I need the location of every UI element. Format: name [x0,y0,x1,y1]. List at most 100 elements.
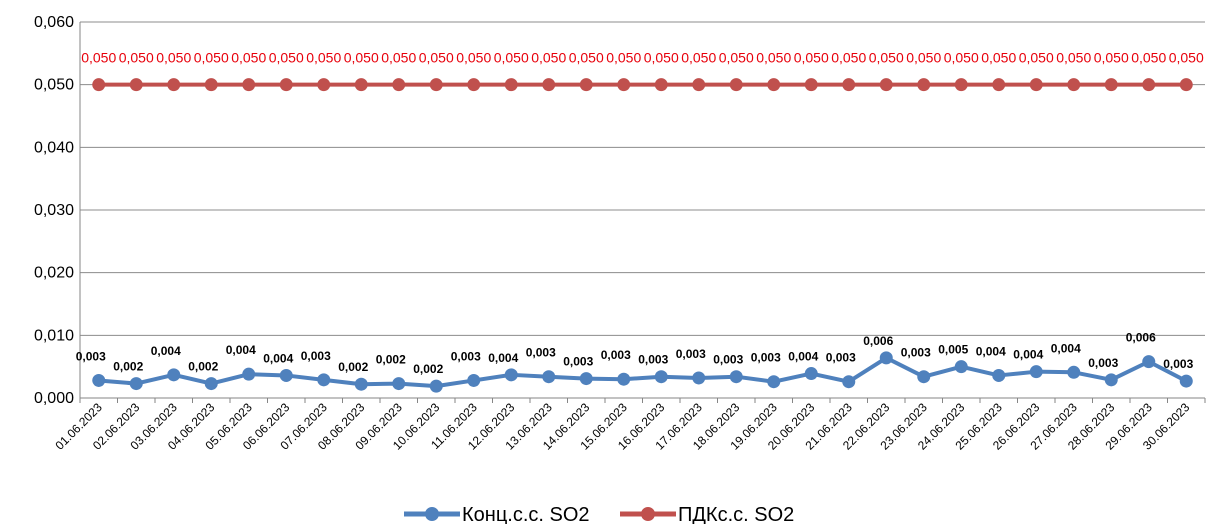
data-point-series-1 [692,371,706,385]
data-label-series-1: 0,004 [263,351,293,365]
data-label-series-2: 0,050 [381,50,416,66]
data-point-series-2 [804,78,818,92]
data-point-series-1 [617,372,631,386]
data-label-series-1: 0,003 [563,355,593,369]
data-point-series-1 [1029,365,1043,379]
data-point-series-2 [917,78,931,92]
data-point-series-1 [1067,365,1081,379]
data-point-series-2 [429,78,443,92]
data-label-series-1: 0,002 [188,360,218,374]
data-point-series-1 [842,375,856,389]
data-point-series-2 [279,78,293,92]
data-label-series-2: 0,050 [231,50,266,66]
data-point-series-2 [392,78,406,92]
data-label-series-1: 0,003 [751,351,781,365]
data-point-series-2 [242,78,256,92]
data-point-series-2 [1067,78,1081,92]
data-label-series-1: 0,002 [338,360,368,374]
y-tick-label: 0,040 [34,139,74,156]
data-point-series-2 [129,78,143,92]
data-label-series-1: 0,003 [713,353,743,367]
data-point-series-2 [579,78,593,92]
data-label-series-1: 0,003 [1088,356,1118,370]
data-label-series-1: 0,003 [638,353,668,367]
data-point-series-2 [542,78,556,92]
data-point-series-1 [129,377,143,391]
data-point-series-2 [842,78,856,92]
chart-legend: Конц.с.с. SO2 ПДКс.с. SO2 [404,504,794,524]
data-point-series-2 [1029,78,1043,92]
data-point-series-1 [654,370,668,384]
data-point-series-1 [354,377,368,391]
data-label-series-2: 0,050 [456,50,491,66]
data-point-series-1 [954,360,968,374]
data-point-series-1 [804,367,818,381]
data-label-series-1: 0,005 [938,343,968,357]
data-label-series-2: 0,050 [306,50,341,66]
data-label-series-2: 0,050 [569,50,604,66]
data-label-series-2: 0,050 [644,50,679,66]
data-point-series-1 [204,377,218,391]
data-point-series-1 [729,370,743,384]
data-point-series-1 [317,373,331,387]
data-point-series-2 [167,78,181,92]
data-point-series-2 [992,78,1006,92]
data-label-series-2: 0,050 [81,50,116,66]
data-label-series-1: 0,003 [676,347,706,361]
chart-series [92,78,1193,393]
data-label-series-2: 0,050 [794,50,829,66]
data-point-series-1 [579,372,593,386]
y-tick-label: 0,020 [34,265,74,282]
data-point-series-2 [729,78,743,92]
data-label-series-1: 0,002 [413,362,443,376]
data-point-series-2 [692,78,706,92]
data-label-series-2: 0,050 [1131,50,1166,66]
data-label-series-1: 0,004 [1051,341,1081,355]
data-label-series-2: 0,050 [419,50,454,66]
data-point-series-1 [467,373,481,387]
data-label-series-2: 0,050 [756,50,791,66]
data-label-series-1: 0,002 [113,360,143,374]
data-point-series-2 [617,78,631,92]
data-label-series-2: 0,050 [344,50,379,66]
legend-marker-series-1 [425,507,439,521]
data-point-series-2 [1142,78,1156,92]
data-point-series-2 [467,78,481,92]
data-point-series-2 [1104,78,1118,92]
data-label-series-2: 0,050 [831,50,866,66]
data-point-series-1 [242,367,256,381]
data-point-series-2 [1179,78,1193,92]
data-point-series-2 [954,78,968,92]
data-label-series-2: 0,050 [981,50,1016,66]
data-point-series-1 [917,370,931,384]
data-point-series-1 [992,368,1006,382]
data-label-series-1: 0,003 [526,346,556,360]
data-label-series-1: 0,003 [826,351,856,365]
data-label-series-2: 0,050 [1094,50,1129,66]
data-label-series-1: 0,004 [976,344,1006,358]
data-point-series-2 [879,78,893,92]
data-label-series-2: 0,050 [681,50,716,66]
data-label-series-2: 0,050 [869,50,904,66]
y-axis: 0,000 0,010 0,020 0,030 0,040 0,050 0,060 [34,14,81,407]
data-point-series-1 [504,368,518,382]
data-label-series-1: 0,004 [226,343,256,357]
data-label-series-2: 0,050 [906,50,941,66]
data-label-series-1: 0,004 [788,350,818,364]
data-label-series-1: 0,003 [1163,357,1193,371]
data-point-series-1 [1179,374,1193,388]
data-point-series-1 [429,379,443,393]
data-label-series-2: 0,050 [269,50,304,66]
data-point-series-2 [317,78,331,92]
legend-marker-series-2 [641,507,655,521]
y-tick-label: 0,030 [34,202,74,219]
data-point-series-2 [204,78,218,92]
data-point-series-2 [654,78,668,92]
data-label-series-1: 0,006 [863,334,893,348]
data-label-series-1: 0,004 [1013,348,1043,362]
data-label-series-2: 0,050 [1169,50,1204,66]
data-point-series-2 [504,78,518,92]
data-label-series-2: 0,050 [1056,50,1091,66]
data-point-series-2 [92,78,106,92]
